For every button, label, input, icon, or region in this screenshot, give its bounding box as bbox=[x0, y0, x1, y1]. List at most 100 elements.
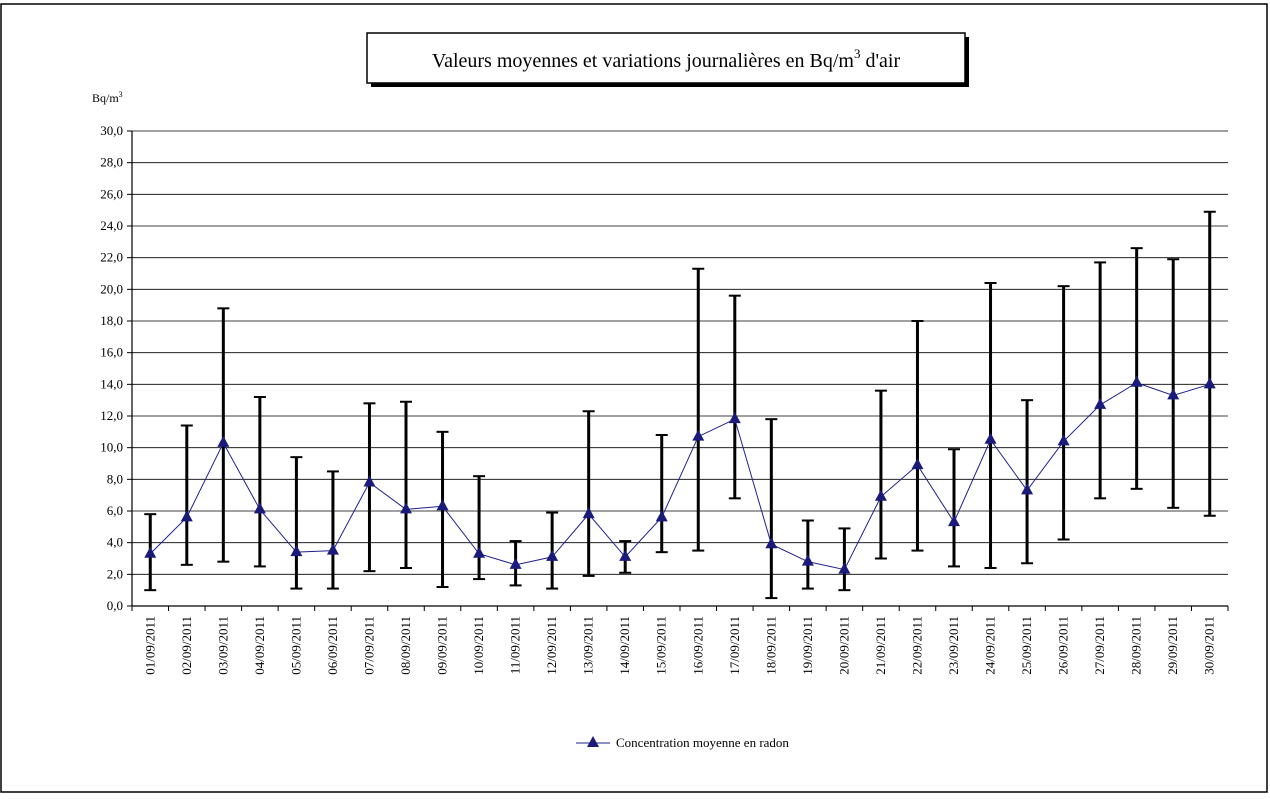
data-point bbox=[290, 545, 303, 557]
x-tick-label: 29/09/2011 bbox=[1165, 616, 1180, 675]
data-point bbox=[619, 549, 632, 561]
data-point bbox=[400, 502, 412, 514]
chart-title-sup: 3 bbox=[854, 46, 861, 61]
data-point bbox=[874, 489, 887, 501]
error-bar bbox=[582, 410, 595, 577]
error-bar bbox=[984, 282, 997, 569]
y-tick-label: 22,0 bbox=[100, 250, 123, 265]
data-point bbox=[655, 510, 668, 522]
x-tick-label: 13/09/2011 bbox=[581, 616, 596, 675]
error-bar bbox=[1130, 247, 1143, 490]
data-point bbox=[253, 502, 266, 514]
data-point bbox=[436, 499, 449, 511]
legend-label: Concentration moyenne en radon bbox=[616, 735, 789, 750]
x-tick-label: 06/09/2011 bbox=[325, 616, 340, 675]
x-tick-label: 17/09/2011 bbox=[727, 616, 742, 675]
data-point bbox=[801, 554, 814, 566]
title-box-shadow bbox=[965, 37, 969, 87]
data-point bbox=[1057, 434, 1070, 446]
error-bar bbox=[290, 456, 303, 590]
x-tick-label: 27/09/2011 bbox=[1092, 616, 1107, 675]
legend: Concentration moyenne en radon bbox=[576, 735, 789, 750]
data-point bbox=[144, 546, 157, 558]
data-point bbox=[509, 557, 522, 569]
error-bar bbox=[363, 402, 376, 573]
data-point bbox=[217, 435, 230, 447]
x-tick-label: 08/09/2011 bbox=[398, 616, 413, 675]
data-point bbox=[765, 537, 778, 549]
data-point bbox=[1021, 483, 1034, 495]
error-bar bbox=[911, 320, 924, 552]
y-tick-label: 24,0 bbox=[100, 218, 123, 233]
x-tick-label: 18/09/2011 bbox=[763, 616, 778, 675]
x-tick-label: 03/09/2011 bbox=[215, 616, 230, 675]
y-tick-labels: 0,0 2,0 4,0 6,0 8,0 10,0 12,0 14,0 16,0 18,0 20,0 2… bbox=[100, 123, 123, 613]
error-bar bbox=[180, 424, 193, 566]
error-bars bbox=[144, 210, 1216, 600]
x-tick-label: 22/09/2011 bbox=[909, 616, 924, 675]
data-point bbox=[838, 562, 851, 574]
x-tick-label: 09/09/2011 bbox=[435, 616, 450, 675]
x-tick-label: 02/09/2011 bbox=[179, 616, 194, 675]
y-tick-label: 14,0 bbox=[100, 376, 123, 391]
data-point bbox=[1094, 397, 1107, 409]
x-tick-label: 07/09/2011 bbox=[361, 616, 376, 675]
y-tick-label: 16,0 bbox=[100, 345, 123, 360]
x-tick-labels: 01/09/2011 02/09/2011 03/09/2011 04/09/2011… bbox=[142, 616, 1216, 675]
chart-title: Valeurs moyennes et variations journaliè… bbox=[432, 46, 901, 72]
error-bar bbox=[692, 267, 705, 552]
data-point bbox=[582, 507, 595, 519]
grid-layer bbox=[132, 130, 1228, 575]
x-tick-label: 19/09/2011 bbox=[800, 616, 815, 675]
x-tick-label: 05/09/2011 bbox=[288, 616, 303, 675]
series-line-layer bbox=[149, 382, 1210, 571]
y-axis-label: Bq/m3 bbox=[92, 90, 123, 105]
x-tick-label: 16/09/2011 bbox=[690, 616, 705, 675]
legend-marker bbox=[587, 736, 599, 747]
error-bar bbox=[400, 400, 412, 569]
x-tick-label: 01/09/2011 bbox=[142, 616, 157, 675]
y-tick-label: 20,0 bbox=[100, 281, 123, 296]
error-bar bbox=[801, 519, 814, 590]
y-tick-label: 12,0 bbox=[100, 408, 123, 423]
x-tick-label: 30/09/2011 bbox=[1202, 616, 1217, 675]
error-bar bbox=[217, 307, 230, 563]
x-tick-label: 20/09/2011 bbox=[836, 616, 851, 675]
x-tick-label: 04/09/2011 bbox=[252, 616, 267, 675]
x-tick-label: 15/09/2011 bbox=[654, 616, 669, 675]
y-axis-label-sup: 3 bbox=[119, 90, 123, 99]
y-tick-label: 2,0 bbox=[107, 566, 123, 581]
error-bar bbox=[1094, 261, 1107, 500]
y-tick-label: 18,0 bbox=[100, 313, 123, 328]
series-markers bbox=[144, 375, 1216, 574]
data-point bbox=[692, 429, 705, 441]
data-point bbox=[326, 543, 339, 555]
error-bar bbox=[838, 527, 851, 592]
x-tick-label: 12/09/2011 bbox=[544, 616, 559, 675]
error-bar bbox=[948, 448, 960, 568]
error-bar bbox=[1203, 210, 1216, 517]
error-bar bbox=[1021, 399, 1034, 565]
title-box-shadow-bottom bbox=[371, 83, 969, 87]
error-bar bbox=[253, 396, 266, 568]
x-tick-label: 28/09/2011 bbox=[1129, 616, 1144, 675]
axes-layer bbox=[127, 130, 1229, 611]
data-point bbox=[948, 515, 960, 527]
data-point bbox=[1130, 375, 1143, 387]
y-tick-label: 10,0 bbox=[100, 440, 123, 455]
y-tick-label: 4,0 bbox=[107, 535, 123, 550]
data-point bbox=[1167, 388, 1180, 400]
data-point bbox=[984, 432, 997, 444]
data-point bbox=[546, 549, 559, 561]
y-tick-label: 6,0 bbox=[107, 503, 123, 518]
data-point bbox=[911, 458, 924, 470]
chart-border bbox=[0, 3, 1268, 793]
x-tick-label: 24/09/2011 bbox=[983, 616, 998, 675]
error-bar bbox=[1057, 285, 1070, 541]
data-point bbox=[363, 475, 376, 487]
x-tick-label: 10/09/2011 bbox=[471, 616, 486, 675]
error-bar bbox=[765, 418, 778, 600]
error-bar bbox=[728, 294, 741, 500]
